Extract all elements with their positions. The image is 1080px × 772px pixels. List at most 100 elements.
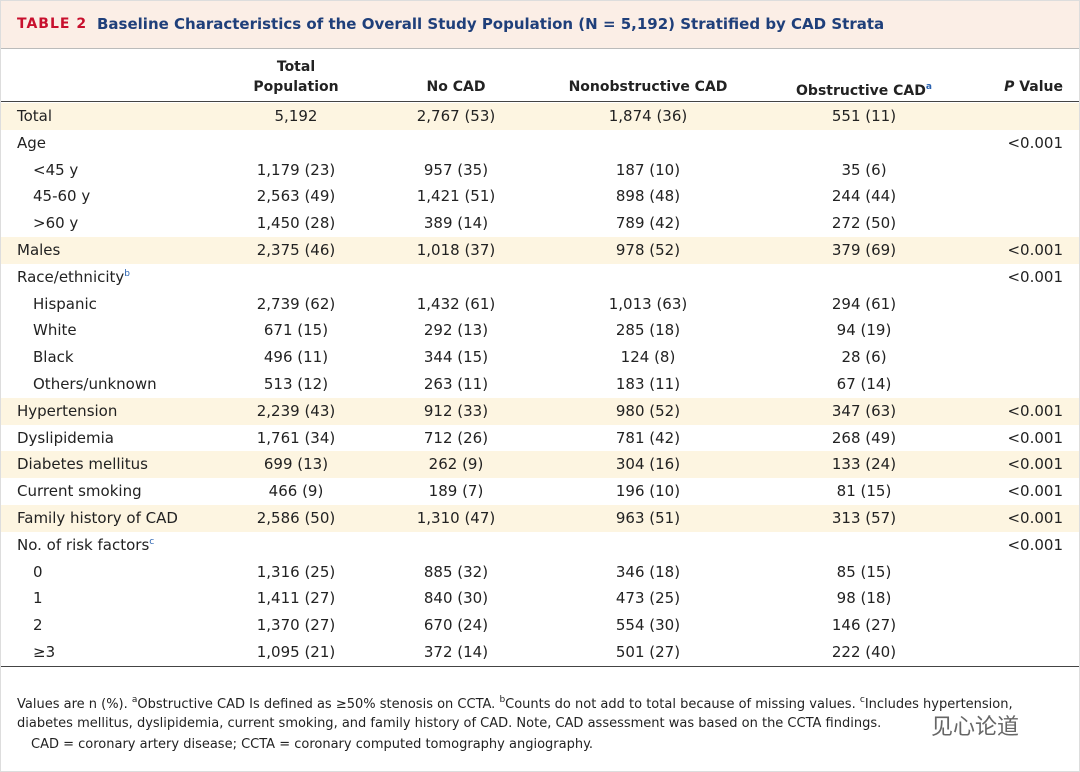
- row-label-text: Others/unknown: [33, 375, 157, 393]
- cell: 1,310 (47): [416, 509, 496, 527]
- cell: 1,013 (63): [608, 294, 688, 313]
- row-label-text: ≥3: [33, 643, 56, 661]
- cell: 292 (13): [423, 321, 489, 340]
- cell: 304 (16): [615, 455, 681, 474]
- cell: 781 (42): [615, 428, 681, 447]
- table-row: Others/unknown 513 (12) 263 (11) 183 (11) 67…: [1, 371, 1079, 398]
- p-value: <0.001: [1007, 482, 1063, 501]
- footnote-text: Obstructive CAD Is defined as ≥50% steno…: [137, 697, 500, 712]
- p-value: <0.001: [1007, 455, 1063, 474]
- table-row: Hypertension 2,239 (43) 912 (33) 980 (52) 34…: [1, 397, 1079, 425]
- cell: 347 (63): [831, 401, 897, 420]
- column-header: P Value: [1004, 77, 1063, 97]
- cell: 262 (9): [428, 455, 484, 474]
- column-header: Total Population: [236, 57, 356, 97]
- cell: 346 (18): [615, 562, 681, 581]
- column-header: Nonobstructive CAD: [538, 77, 758, 97]
- cell: 2,375 (46): [256, 241, 336, 259]
- cell: 789 (42): [615, 214, 681, 233]
- cell: 2,586 (50): [256, 509, 336, 527]
- cell: 551 (11): [831, 107, 897, 125]
- row-label-text: White: [33, 321, 77, 340]
- footer-rule: [1, 666, 1079, 667]
- table-label: TABLE 2: [17, 16, 88, 32]
- p-value: <0.001: [1007, 535, 1063, 554]
- cell: 712 (26): [423, 428, 489, 447]
- table-row: Race/ethnicityb <0.001: [1, 263, 1079, 291]
- cell: 81 (15): [836, 482, 892, 501]
- header: TABLE 2 Baseline Characteristics of the …: [1, 1, 1079, 49]
- table-row: >60 y 1,450 (28) 389 (14) 789 (42) 272 (50): [1, 210, 1079, 238]
- row-label-text: 2: [33, 616, 43, 635]
- column-header: Obstructive CADa: [754, 77, 974, 101]
- cell: 2,767 (53): [416, 107, 496, 125]
- row-label-text: No. of risk factors: [17, 535, 150, 554]
- row-label: White: [33, 321, 77, 339]
- table-row: Age <0.001: [1, 129, 1079, 157]
- footnote-mark: b: [499, 695, 506, 705]
- column-header-text: Value: [1019, 79, 1063, 95]
- cell: 1,450 (28): [256, 214, 336, 233]
- footnote-text: Includes hypertension, diabetes mellitus…: [17, 697, 1013, 731]
- table-title: Baseline Characteristics of the Overall …: [97, 15, 885, 33]
- footnote-mark: c: [149, 536, 155, 547]
- table-row: Hispanic 2,739 (62) 1,432 (61) 1,013 (63) 29…: [1, 290, 1079, 318]
- row-label: 0: [33, 563, 43, 581]
- row-label: Hypertension: [17, 402, 117, 420]
- cell: 146 (27): [831, 616, 897, 635]
- row-label: Black: [33, 348, 74, 366]
- p-value: <0.001: [1007, 133, 1063, 152]
- p-value: <0.001: [1007, 401, 1063, 420]
- cell: 1,179 (23): [256, 160, 336, 179]
- cell: 196 (10): [615, 482, 681, 501]
- row-label: >60 y: [33, 214, 78, 232]
- cell: 2,239 (43): [256, 401, 336, 420]
- table-row: Family history of CAD 2,586 (50) 1,310 (47…: [1, 505, 1079, 532]
- table-row: 1 1,411 (27) 840 (30) 473 (25) 98 (18): [1, 585, 1079, 613]
- row-label: 45-60 y: [33, 187, 90, 205]
- table-row: White 671 (15) 292 (13) 285 (18) 94 (19): [1, 317, 1079, 345]
- cell: 1,432 (61): [416, 294, 496, 313]
- row-label-text: <45 y: [33, 160, 79, 179]
- row-label-text: Hypertension: [17, 401, 118, 420]
- cell: 85 (15): [836, 562, 892, 581]
- cell: 554 (30): [615, 616, 681, 635]
- column-header: No CAD: [346, 77, 566, 97]
- cell: 1,370 (27): [256, 616, 336, 635]
- footnote-mark: c: [859, 695, 865, 705]
- row-label: <45 y: [33, 161, 78, 179]
- cell: 2,739 (62): [256, 294, 336, 313]
- cell: 263 (11): [423, 375, 489, 393]
- cell: 124 (8): [620, 348, 676, 367]
- row-label: 1: [33, 589, 43, 607]
- table-row: No. of risk factorsc <0.001: [1, 531, 1079, 559]
- cell: 94 (19): [836, 321, 892, 340]
- cell: 244 (44): [831, 187, 897, 206]
- row-label-text: Hispanic: [33, 294, 97, 313]
- cell: 313 (57): [831, 509, 897, 527]
- row-label-text: Current smoking: [17, 482, 142, 501]
- cell: 671 (15): [263, 321, 329, 340]
- cell: 5,192: [274, 107, 318, 125]
- column-header-italic: P: [1004, 79, 1015, 95]
- cell: 1,761 (34): [256, 428, 336, 447]
- cell: 268 (49): [831, 428, 897, 447]
- table-row: Males 2,375 (46) 1,018 (37) 978 (52) 379 (69…: [1, 237, 1079, 264]
- cell: 67 (14): [836, 375, 892, 393]
- row-label: 2: [33, 616, 43, 634]
- cell: 1,874 (36): [608, 107, 688, 125]
- cell: 501 (27): [615, 643, 681, 661]
- cell: 840 (30): [423, 589, 489, 608]
- row-label: Age: [17, 134, 46, 152]
- cell: 466 (9): [268, 482, 324, 501]
- row-label: No. of risk factorsc: [17, 536, 154, 554]
- table-row: 2 1,370 (27) 670 (24) 554 (30) 146 (27): [1, 612, 1079, 640]
- row-label-text: 1: [33, 589, 43, 608]
- row-label-text: 45-60 y: [33, 187, 91, 206]
- cell: 189 (7): [428, 482, 484, 501]
- cell: 35 (6): [841, 160, 887, 179]
- row-label-text: Family history of CAD: [17, 509, 178, 527]
- row-label: Hispanic: [33, 295, 97, 313]
- row-label: Family history of CAD: [17, 509, 178, 527]
- cell: 183 (11): [615, 375, 681, 393]
